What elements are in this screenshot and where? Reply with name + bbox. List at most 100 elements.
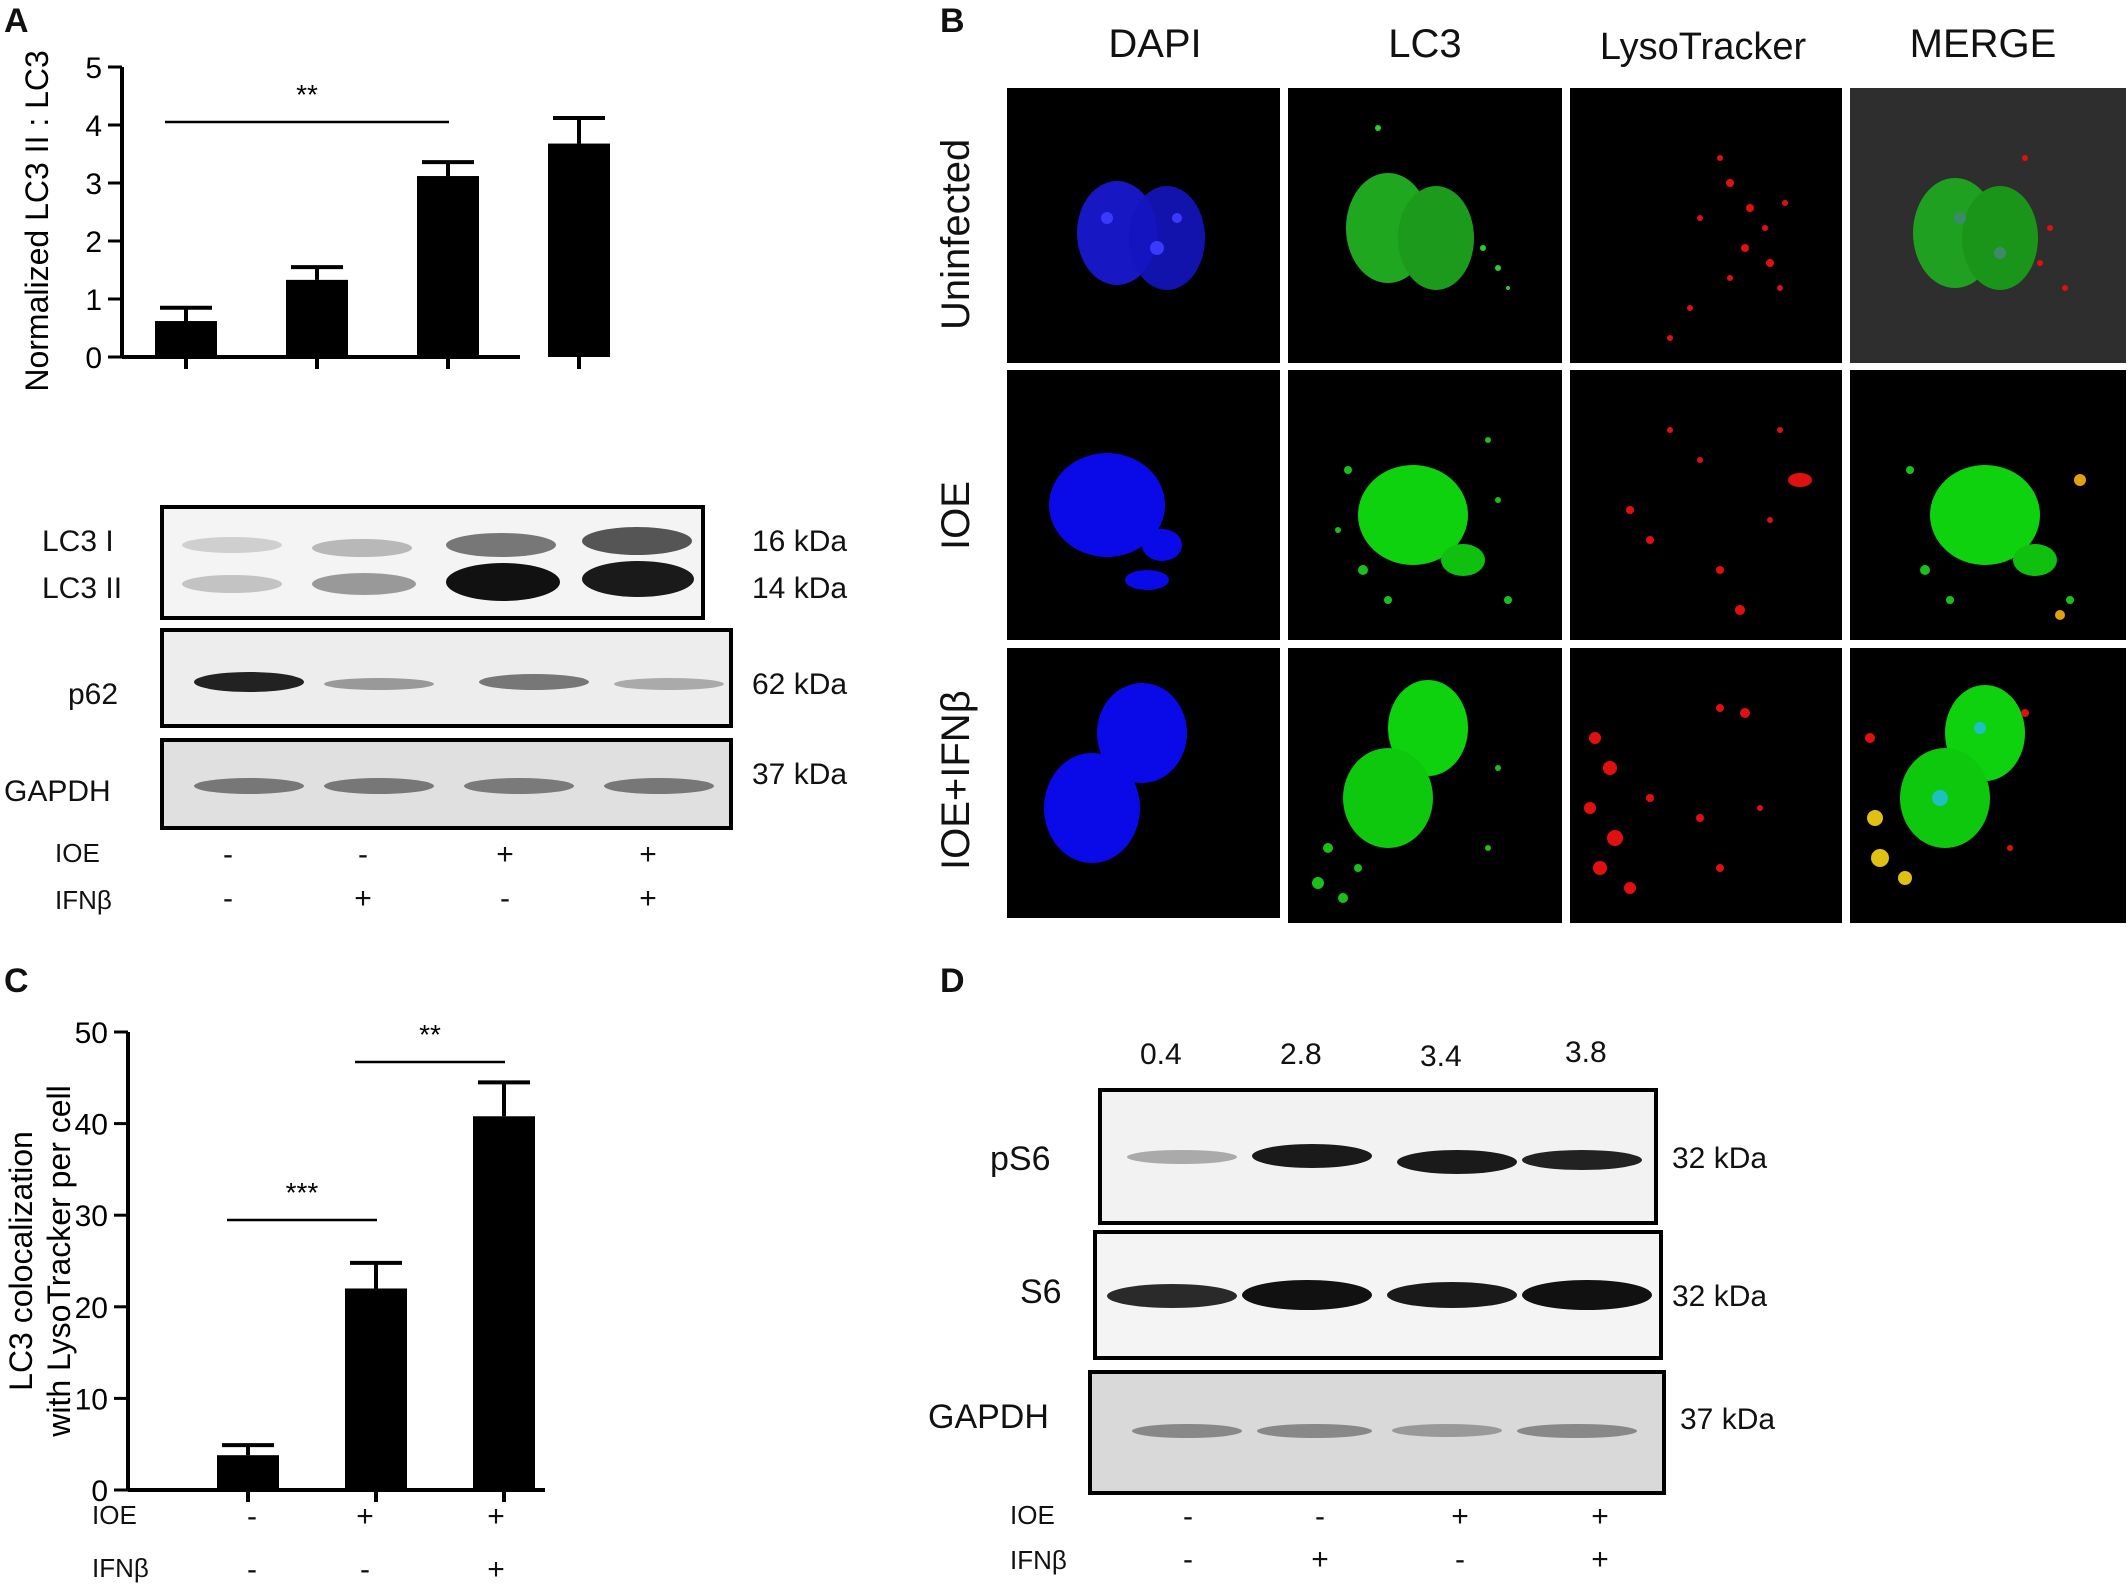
significance-label: ***	[286, 1177, 319, 1208]
y-axis-label: with LysoTracker per cell	[41, 1085, 77, 1438]
ifn-label-c: IFNβ	[92, 1553, 149, 1583]
ioe-sign-a: +	[639, 838, 657, 871]
s6-band	[1107, 1284, 1237, 1308]
p62-label: p62	[68, 678, 119, 711]
y-tick-label: 0	[85, 342, 102, 375]
ioe-sign-d: +	[1451, 1500, 1469, 1533]
col-head-lysotracker: LysoTracker	[1599, 26, 1807, 68]
panel-d-letter: D	[940, 962, 965, 1000]
panel-a-bar-chart: 0 1 2 3 4 5 Normalized LC3 II : LC3 I **	[19, 40, 610, 392]
gapdh-band	[1392, 1424, 1502, 1437]
micrograph-ioe-ifn-lc3	[1288, 648, 1562, 923]
p62-band	[194, 672, 304, 692]
ps6-band	[1522, 1150, 1642, 1170]
lc3ii-label: LC3 II	[42, 572, 123, 605]
ifn-sign-c: -	[247, 1553, 257, 1586]
ifn-sign-a: -	[223, 882, 233, 915]
micrograph-ioe-merge	[1850, 370, 2126, 640]
p62-band	[324, 678, 434, 690]
ps6-kda: 32 kDa	[1672, 1142, 1768, 1175]
micrograph-ioe-ifn-dapi	[1007, 648, 1280, 918]
ifn-sign-a: +	[354, 882, 372, 915]
y-tick-label: 50	[75, 1017, 108, 1050]
ifn-sign-c: -	[360, 1553, 370, 1586]
micrograph-ioe-lc3	[1288, 370, 1562, 640]
ifn-label-a: IFNβ	[55, 885, 112, 915]
ioe-sign-a: -	[223, 838, 233, 871]
lc3i-label: LC3 I	[42, 525, 114, 558]
y-tick-label: 5	[85, 52, 102, 85]
lc3ii-band	[182, 575, 282, 593]
panel-b-letter: B	[940, 2, 965, 40]
ifn-sign-d: -	[1183, 1543, 1193, 1576]
micrograph-ioe-ifn-lysotracker	[1570, 648, 1842, 923]
y-tick-label: 1	[85, 284, 102, 317]
s6-band	[1522, 1280, 1652, 1310]
col-head-dapi: DAPI	[1108, 22, 1202, 66]
micrograph-uninfected-lysotracker	[1570, 88, 1842, 363]
ps6-label: pS6	[990, 1140, 1051, 1178]
ifn-sign-d: +	[1311, 1543, 1329, 1576]
gapdh-blot-d	[1088, 1370, 1666, 1495]
ifn-sign-d: -	[1455, 1543, 1465, 1576]
ps6-blot	[1098, 1088, 1658, 1225]
micrograph-uninfected-merge	[1850, 88, 2126, 363]
ioe-label-d: IOE	[1010, 1500, 1055, 1530]
micrograph-uninfected-lc3	[1288, 88, 1562, 363]
gapdh-band	[194, 778, 304, 794]
ioe-label-c: IOE	[92, 1500, 137, 1530]
micrograph-uninfected-dapi	[1007, 88, 1280, 363]
gapdh-blot-a	[160, 738, 733, 830]
quant-value: 3.4	[1420, 1040, 1462, 1073]
bar	[345, 1288, 407, 1490]
ifn-sign-a: -	[500, 882, 510, 915]
ioe-sign-a: -	[358, 838, 368, 871]
ioe-sign-d: -	[1315, 1500, 1325, 1533]
significance-label: **	[296, 79, 318, 110]
panel-a-letter: A	[4, 2, 29, 40]
p62-band	[614, 678, 724, 690]
bar	[155, 321, 217, 357]
y-tick-label: 4	[85, 110, 102, 143]
lc3i-band	[582, 527, 692, 555]
panel-c-letter: C	[4, 962, 29, 1000]
bar	[473, 1116, 535, 1490]
y-tick-label: 0	[91, 1475, 108, 1508]
micrograph-ioe-dapi	[1007, 370, 1280, 640]
ifn-sign-d: +	[1591, 1543, 1609, 1576]
significance-label: **	[419, 1019, 441, 1050]
y-tick-label: 2	[85, 226, 102, 259]
p62-kda: 62 kDa	[752, 668, 848, 701]
row-head-ioe: IOE	[934, 481, 978, 550]
gapdh-label-d: GAPDH	[928, 1398, 1049, 1436]
lc3-blot	[160, 505, 705, 620]
gapdh-band	[604, 778, 714, 794]
ifn-sign-a: +	[639, 882, 657, 915]
col-head-lc3: LC3	[1388, 22, 1462, 66]
gapdh-kda-a: 37 kDa	[752, 758, 848, 791]
bar	[417, 176, 479, 357]
col-head-merge: MERGE	[1909, 22, 2057, 66]
quant-value: 0.4	[1140, 1038, 1182, 1071]
y-axis-label: Normalized LC3 II : LC3 I	[19, 40, 55, 392]
lc3ii-kda: 14 kDa	[752, 572, 848, 605]
s6-blot	[1093, 1230, 1663, 1360]
gapdh-band	[464, 778, 574, 794]
ioe-sign-c: -	[247, 1500, 257, 1533]
ps6-band	[1397, 1150, 1517, 1174]
ifn-label-d: IFNβ	[1010, 1545, 1067, 1575]
s6-kda: 32 kDa	[1672, 1280, 1768, 1313]
y-tick-label: 10	[75, 1383, 108, 1416]
bar	[548, 143, 610, 357]
ioe-sign-c: +	[487, 1500, 505, 1533]
y-tick-label: 30	[75, 1200, 108, 1233]
p62-band	[479, 674, 589, 690]
y-tick-label: 40	[75, 1109, 108, 1142]
gapdh-label-a: GAPDH	[4, 775, 111, 808]
gapdh-band	[1517, 1424, 1637, 1438]
s6-band	[1242, 1280, 1372, 1310]
gapdh-band	[1132, 1424, 1242, 1438]
gapdh-band	[324, 778, 434, 794]
ioe-sign-a: +	[496, 838, 514, 871]
micrograph-ioe-ifn-merge	[1850, 648, 2126, 923]
